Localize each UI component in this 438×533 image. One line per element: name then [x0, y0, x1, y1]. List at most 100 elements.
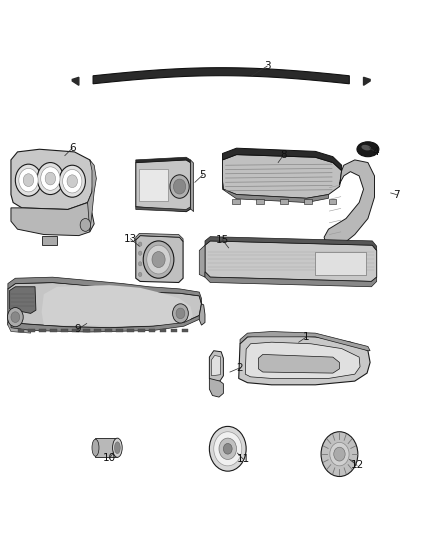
- Circle shape: [138, 272, 142, 277]
- Polygon shape: [240, 332, 370, 351]
- Polygon shape: [149, 329, 155, 332]
- Circle shape: [15, 164, 42, 196]
- Polygon shape: [116, 329, 123, 332]
- Ellipse shape: [361, 145, 371, 150]
- Polygon shape: [136, 233, 183, 241]
- Text: 7: 7: [393, 190, 400, 199]
- Text: 5: 5: [199, 170, 206, 180]
- Polygon shape: [127, 329, 134, 332]
- Polygon shape: [258, 354, 339, 373]
- Polygon shape: [39, 329, 46, 332]
- Polygon shape: [223, 148, 342, 171]
- Circle shape: [170, 175, 189, 198]
- Polygon shape: [11, 149, 94, 209]
- Circle shape: [41, 167, 60, 190]
- Text: 2: 2: [237, 363, 244, 373]
- Circle shape: [152, 252, 165, 268]
- Circle shape: [219, 438, 237, 459]
- Ellipse shape: [115, 442, 120, 454]
- Polygon shape: [8, 282, 201, 328]
- Polygon shape: [136, 236, 183, 282]
- Circle shape: [138, 251, 142, 255]
- Polygon shape: [212, 356, 220, 376]
- Text: 12: 12: [350, 461, 364, 470]
- Polygon shape: [199, 304, 205, 325]
- Circle shape: [45, 172, 56, 185]
- Polygon shape: [245, 342, 360, 378]
- Polygon shape: [8, 277, 201, 304]
- Polygon shape: [205, 237, 377, 251]
- Circle shape: [19, 168, 38, 192]
- Text: 4: 4: [372, 147, 379, 157]
- FancyBboxPatch shape: [139, 169, 168, 201]
- Polygon shape: [138, 329, 145, 332]
- Circle shape: [173, 304, 188, 323]
- Polygon shape: [256, 199, 264, 204]
- Polygon shape: [61, 329, 68, 332]
- Polygon shape: [205, 241, 377, 281]
- Circle shape: [334, 447, 345, 461]
- Text: 3: 3: [264, 61, 271, 71]
- Polygon shape: [136, 207, 191, 212]
- Circle shape: [143, 241, 174, 278]
- Polygon shape: [232, 199, 240, 204]
- Circle shape: [176, 308, 185, 319]
- Circle shape: [67, 175, 78, 188]
- Text: 1: 1: [303, 332, 310, 342]
- Polygon shape: [28, 329, 35, 332]
- Circle shape: [59, 165, 85, 197]
- Text: 10: 10: [103, 454, 116, 463]
- Polygon shape: [205, 272, 377, 287]
- Circle shape: [214, 432, 242, 466]
- Polygon shape: [191, 160, 194, 212]
- Circle shape: [138, 242, 142, 246]
- Circle shape: [80, 219, 91, 231]
- Polygon shape: [42, 236, 57, 245]
- Polygon shape: [324, 160, 374, 248]
- Ellipse shape: [92, 439, 99, 456]
- Polygon shape: [199, 245, 205, 277]
- Polygon shape: [239, 335, 370, 385]
- Circle shape: [23, 174, 34, 187]
- Polygon shape: [93, 68, 349, 84]
- Circle shape: [37, 163, 64, 195]
- Polygon shape: [280, 199, 288, 204]
- Circle shape: [173, 179, 186, 194]
- Circle shape: [223, 443, 232, 454]
- Polygon shape: [182, 329, 188, 332]
- Polygon shape: [50, 329, 57, 332]
- Polygon shape: [72, 77, 79, 85]
- Ellipse shape: [357, 142, 379, 157]
- Polygon shape: [72, 329, 79, 332]
- Polygon shape: [105, 329, 112, 332]
- Circle shape: [7, 308, 23, 327]
- Circle shape: [138, 262, 142, 266]
- Text: 8: 8: [280, 150, 287, 159]
- Text: 13: 13: [124, 234, 137, 244]
- Polygon shape: [18, 329, 24, 332]
- Polygon shape: [209, 351, 223, 382]
- Circle shape: [147, 245, 170, 274]
- Polygon shape: [223, 155, 342, 198]
- Text: 11: 11: [237, 455, 250, 464]
- Polygon shape: [11, 203, 94, 236]
- Polygon shape: [10, 287, 36, 313]
- Ellipse shape: [113, 438, 122, 457]
- Circle shape: [321, 432, 358, 477]
- Circle shape: [209, 426, 246, 471]
- FancyBboxPatch shape: [95, 438, 117, 457]
- Text: 6: 6: [69, 143, 76, 153]
- Polygon shape: [364, 77, 370, 85]
- Polygon shape: [136, 157, 191, 163]
- FancyBboxPatch shape: [315, 252, 366, 275]
- Polygon shape: [42, 285, 193, 326]
- Polygon shape: [171, 329, 177, 332]
- Polygon shape: [223, 181, 328, 203]
- Polygon shape: [209, 378, 223, 397]
- Polygon shape: [160, 329, 166, 332]
- Polygon shape: [11, 316, 201, 332]
- Circle shape: [330, 442, 349, 466]
- Polygon shape: [94, 329, 101, 332]
- Polygon shape: [8, 322, 31, 333]
- Text: 9: 9: [74, 325, 81, 334]
